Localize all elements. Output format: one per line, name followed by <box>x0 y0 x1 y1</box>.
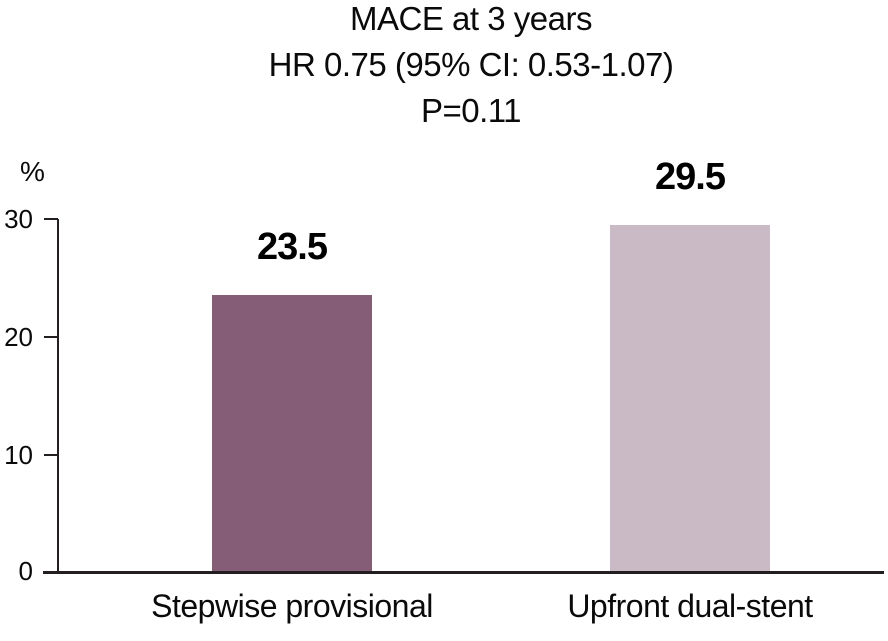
y-tick-label-20: 20 <box>4 322 33 352</box>
bar-value-label: 29.5 <box>655 156 726 198</box>
chart-subtitle-hr: HR 0.75 (95% CI: 0.53-1.07) <box>268 46 674 83</box>
y-axis-line <box>57 219 59 572</box>
y-axis-unit-label: % <box>20 156 45 187</box>
y-tick-label-0: 0 <box>18 556 33 586</box>
x-category-label: Upfront dual-stent <box>567 588 813 624</box>
y-tick-label-10: 10 <box>4 440 33 470</box>
y-tick-mark-10 <box>44 454 58 456</box>
x-axis-baseline <box>43 571 884 574</box>
chart-title: MACE at 3 years <box>350 0 592 37</box>
bar-upfront-dual-stent <box>610 225 770 571</box>
bar-value-label: 23.5 <box>257 226 328 268</box>
y-tick-mark-30 <box>44 218 58 220</box>
bar-stepwise-provisional <box>212 295 372 571</box>
chart-title-block: MACE at 3 years HR 0.75 (95% CI: 0.53-1.… <box>58 0 884 134</box>
bar-group-stepwise-provisional: 23.5 <box>212 226 372 571</box>
chart-p-value: P=0.11 <box>420 92 522 129</box>
x-category-label: Stepwise provisional <box>151 588 433 624</box>
bar-group-upfront-dual-stent: 29.5 <box>610 156 770 571</box>
y-tick-mark-20 <box>44 336 58 338</box>
y-tick-label-30: 30 <box>4 204 33 234</box>
